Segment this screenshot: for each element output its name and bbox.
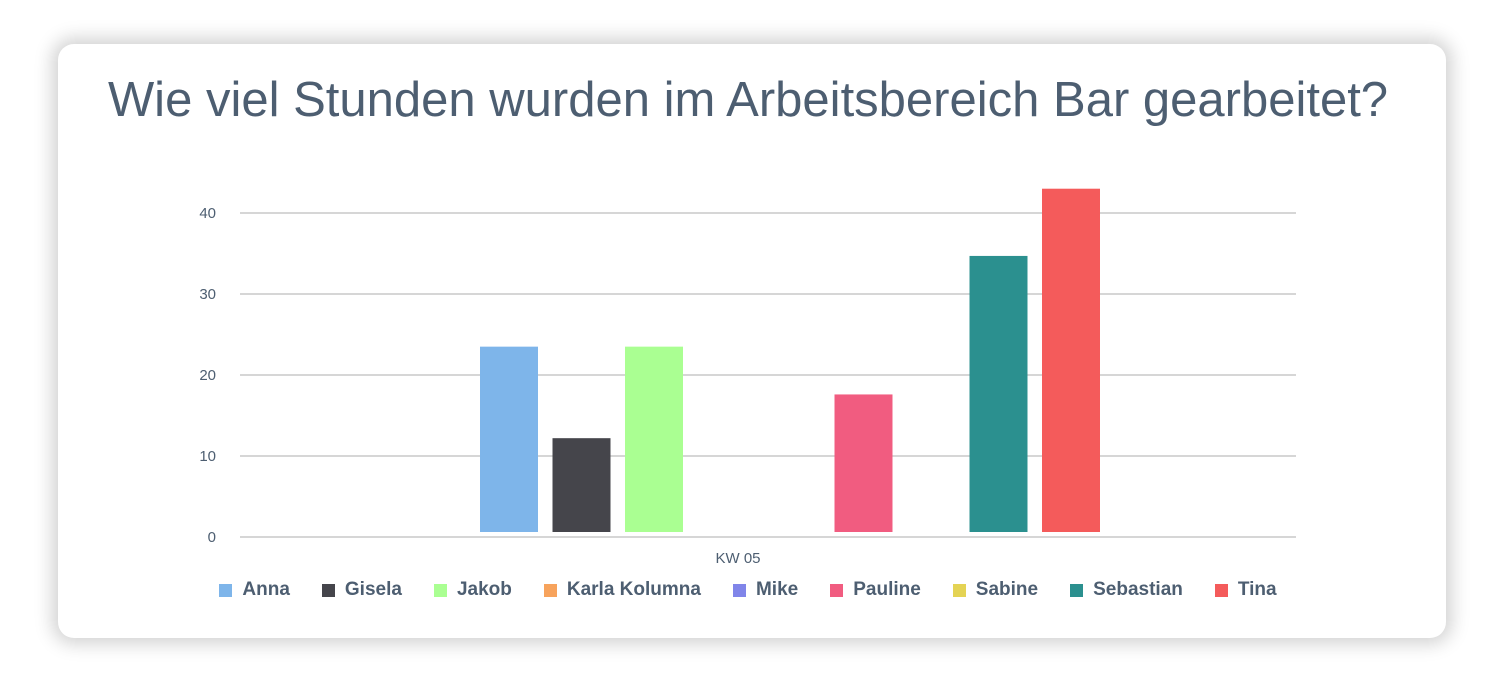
legend-item[interactable]: Sabine xyxy=(952,579,1039,601)
y-tick-label: 30 xyxy=(199,286,216,303)
legend-label: Jakob xyxy=(456,579,512,600)
legend-label: Pauline xyxy=(853,579,921,600)
bar-jakob xyxy=(625,346,683,532)
y-tick-label: 10 xyxy=(199,448,216,465)
legend-label: Tina xyxy=(1237,579,1277,600)
legend-swatch xyxy=(732,583,746,597)
legend-label: Karla Kolumna xyxy=(566,579,701,600)
legend-item[interactable]: Mike xyxy=(732,579,799,601)
legend-item[interactable]: Tina xyxy=(1214,579,1277,601)
legend-swatch xyxy=(219,583,233,597)
legend-label: Sabine xyxy=(975,579,1039,600)
bar-pauline xyxy=(834,394,893,532)
legend-swatch xyxy=(1214,583,1228,597)
legend-item[interactable]: Anna xyxy=(219,579,290,601)
y-tick-label: 0 xyxy=(208,529,216,546)
legend-swatch xyxy=(830,583,844,597)
y-tick-label: 20 xyxy=(199,367,216,384)
bar-tina xyxy=(1042,188,1100,532)
legend-item[interactable]: Pauline xyxy=(830,579,921,601)
legend-item[interactable]: Sebastian xyxy=(1070,579,1183,601)
bar-sebastian xyxy=(969,255,1028,532)
legend-swatch xyxy=(433,583,447,597)
chart-card xyxy=(58,44,1446,638)
bar-gisela xyxy=(552,438,611,532)
legend-item[interactable]: Jakob xyxy=(433,579,512,601)
legend-swatch xyxy=(952,583,966,597)
legend-label: Mike xyxy=(755,579,799,600)
legend-item[interactable]: Karla Kolumna xyxy=(543,579,701,601)
bar-anna xyxy=(480,346,538,532)
x-tick-label: KW 05 xyxy=(715,550,760,567)
legend: Anna Gisela Jakob Karla Kolumna Mike Pauline S… xyxy=(0,579,1496,601)
legend-label: Anna xyxy=(242,579,290,600)
legend-label: Sebastian xyxy=(1093,579,1183,600)
y-tick-label: 40 xyxy=(199,205,216,222)
legend-swatch xyxy=(543,583,557,597)
legend-swatch xyxy=(1070,583,1084,597)
chart-title: Wie viel Stunden wurden im Arbeitsbereic… xyxy=(107,73,1389,127)
legend-item[interactable]: Gisela xyxy=(321,579,402,601)
legend-label: Gisela xyxy=(344,579,402,600)
legend-swatch xyxy=(321,583,335,597)
